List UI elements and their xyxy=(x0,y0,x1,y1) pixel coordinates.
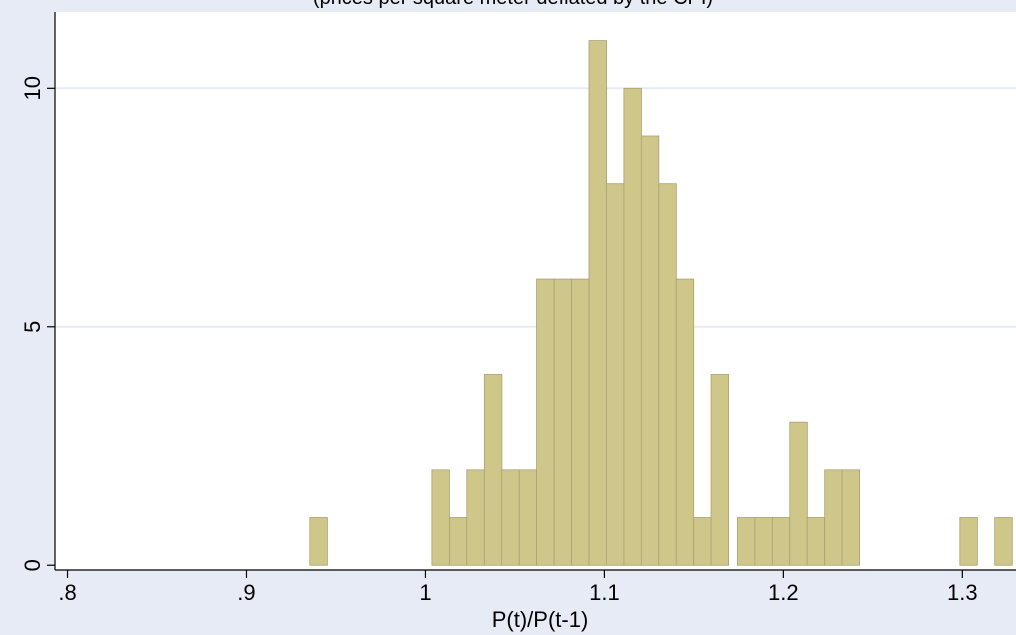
histogram-bar-9 xyxy=(571,278,590,566)
histogram-bar-13 xyxy=(640,135,660,566)
histogram-bar-5 xyxy=(501,469,520,566)
x-tick-label: 1.1 xyxy=(589,580,620,605)
histogram-bar-24 xyxy=(841,469,860,566)
histogram-bar-25 xyxy=(959,517,978,566)
histogram-bar-15 xyxy=(675,278,695,566)
x-tick-label: 1.2 xyxy=(768,580,799,605)
histogram-bar-10 xyxy=(588,40,607,566)
histogram-bars xyxy=(309,40,1013,566)
histogram-bar-23 xyxy=(824,469,843,566)
x-tick-label: .8 xyxy=(58,580,76,605)
histogram-bar-2 xyxy=(449,517,468,566)
y-tick-label: 5 xyxy=(20,321,45,333)
histogram-bar-21 xyxy=(789,421,808,566)
histogram-bar-22 xyxy=(806,517,826,566)
histogram-bar-3 xyxy=(466,469,485,566)
histogram-bar-16 xyxy=(693,517,712,566)
histogram-bar-14 xyxy=(658,183,677,566)
histogram-bar-8 xyxy=(553,278,573,566)
histogram-bar-26 xyxy=(994,517,1013,566)
x-axis-title: P(t)/P(t-1) xyxy=(492,607,589,632)
histogram-bar-20 xyxy=(771,517,791,566)
chart-subtitle: (prices per square meter deflated by the… xyxy=(313,0,713,9)
histogram-bar-11 xyxy=(605,183,625,566)
histogram-bar-18 xyxy=(736,517,756,566)
histogram-bar-1 xyxy=(431,469,450,566)
histogram-bar-7 xyxy=(536,278,555,566)
x-tick-label: 1.3 xyxy=(947,580,978,605)
x-tick-label: .9 xyxy=(237,580,255,605)
histogram-bar-6 xyxy=(518,469,538,566)
histogram-bar-4 xyxy=(483,374,503,566)
axes: .8 .9 1 1.1 1.2 1.3 0 5 10 xyxy=(20,12,1016,605)
histogram-bar-17 xyxy=(710,374,729,566)
grid-lines xyxy=(55,87,1016,328)
x-tick-label: 1 xyxy=(419,580,431,605)
y-tick-label: 10 xyxy=(20,76,45,100)
histogram-bar-0 xyxy=(309,517,328,566)
y-tick-label: 0 xyxy=(20,559,45,571)
histogram-bar-12 xyxy=(623,87,642,566)
histogram-bar-19 xyxy=(754,517,773,566)
